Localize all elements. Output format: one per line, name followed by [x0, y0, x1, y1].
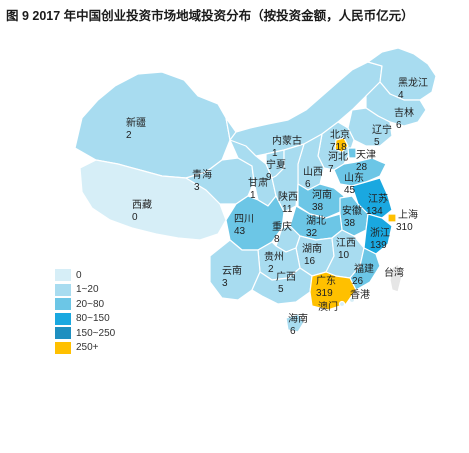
value-fujian: 26: [352, 276, 364, 287]
label-jilin: 吉林: [394, 106, 414, 119]
value-qinghai: 3: [194, 182, 200, 193]
value-yunnan: 3: [222, 278, 228, 289]
label-sichuan: 四川: [234, 214, 254, 225]
legend-item: 250+: [55, 341, 115, 355]
province-shandong[interactable]: [333, 157, 387, 187]
label-yunnan: 云南: [222, 264, 242, 277]
label-jiangsu: 江苏: [368, 192, 388, 205]
label-tianjin: 天津: [356, 149, 376, 161]
legend-label: 1~20: [76, 284, 99, 295]
value-beijing: 718: [330, 142, 347, 153]
value-shandong: 45: [344, 185, 356, 196]
label-guangdong: 广东: [316, 274, 336, 287]
label-shanxi: 山西: [303, 166, 323, 178]
province-fujian[interactable]: [349, 247, 381, 291]
value-zhejiang: 139: [370, 240, 387, 251]
label-chongqing: 重庆: [272, 220, 292, 233]
value-guangdong: 319: [316, 288, 333, 299]
label-ningxia: 宁夏: [266, 158, 286, 171]
value-henan: 38: [312, 202, 324, 213]
label-fujian: 福建: [354, 262, 374, 275]
legend-item: 80~150: [55, 312, 115, 326]
value-neimenggu: 1: [272, 148, 278, 159]
province-taiwan[interactable]: [389, 263, 403, 293]
value-shanghai: 310: [396, 222, 413, 233]
province-shanghai[interactable]: [387, 213, 397, 223]
value-jilin: 6: [396, 120, 402, 131]
legend-swatch: [55, 312, 71, 325]
province-beijing[interactable]: [334, 137, 349, 153]
value-gansu: 1: [250, 190, 256, 201]
label-hainan: 海南: [288, 312, 308, 325]
legend-swatch: [55, 269, 71, 281]
label-guizhou: 贵州: [264, 250, 284, 263]
value-hebei: 7: [328, 164, 334, 175]
label-hebei: 河北: [328, 151, 348, 163]
label-shaanxi: 陕西: [278, 190, 298, 203]
label-neimenggu: 内蒙古: [272, 134, 302, 147]
legend-swatch: [55, 283, 71, 296]
label-gansu: 甘肃: [248, 176, 268, 189]
value-liaoning: 5: [374, 137, 380, 148]
legend-label: 20~80: [76, 298, 105, 310]
legend-item: 1~20: [55, 283, 115, 297]
value-anhui: 38: [344, 218, 356, 229]
label-xinjiang: 新疆: [126, 116, 146, 129]
legend-swatch: [55, 327, 71, 339]
value-shaanxi: 11: [282, 204, 293, 215]
legend-label: 80~150: [76, 313, 110, 324]
value-chongqing: 8: [274, 234, 280, 245]
legend-label: 0: [76, 269, 82, 281]
value-shanxi: 6: [305, 179, 311, 190]
legend-item: 0: [55, 268, 115, 282]
province-guangdong[interactable]: [309, 271, 357, 311]
value-jiangxi: 10: [338, 250, 350, 261]
label-liaoning: 辽宁: [372, 123, 392, 136]
province-tianjin[interactable]: [347, 147, 357, 159]
legend-item: 150~250: [55, 326, 115, 340]
value-tianjin: 28: [356, 162, 368, 173]
label-beijing: 北京: [330, 128, 350, 141]
legend-swatch: [55, 341, 71, 354]
value-hainan: 6: [290, 326, 296, 337]
label-anhui: 安徽: [342, 204, 362, 217]
label-guangxi: 广西: [276, 271, 296, 283]
label-heilongjiang: 黑龙江: [398, 76, 428, 89]
value-xizang: 0: [132, 212, 138, 223]
label-qinghai: 青海: [192, 168, 212, 181]
value-guizhou: 2: [268, 264, 274, 275]
region-aomen[interactable]: [338, 300, 346, 308]
legend-item: 20~80: [55, 297, 115, 311]
map-title: 图 9 2017 年中国创业投资市场地域投资分布（按投资金额，人民币亿元）: [6, 9, 414, 23]
label-aomen: 澳门: [318, 300, 338, 313]
label-jiangxi: 江西: [336, 237, 356, 249]
legend-label: 150~250: [76, 327, 116, 339]
province-hainan[interactable]: [285, 313, 305, 333]
label-zhejiang: 浙江: [370, 227, 390, 239]
label-henan: 河南: [312, 188, 332, 201]
value-guangxi: 5: [278, 284, 284, 295]
legend-swatch: [55, 298, 71, 310]
value-xinjiang: 2: [126, 130, 132, 141]
value-ningxia: 9: [266, 172, 272, 183]
map-legend: 0 1~20 20~80 80~150 150~250 250+: [55, 268, 115, 355]
legend-label: 250+: [76, 342, 99, 353]
label-xizang: 西藏: [132, 199, 152, 211]
label-hubei: 湖北: [306, 215, 326, 227]
value-jiangsu: 134: [366, 206, 383, 217]
value-heilongjiang: 4: [398, 90, 404, 101]
label-taiwan: 台湾: [384, 266, 404, 279]
label-hunan: 湖南: [302, 242, 322, 255]
label-xianggang: 香港: [350, 289, 370, 301]
label-shandong: 山东: [344, 171, 364, 184]
value-sichuan: 43: [234, 226, 246, 237]
value-hunan: 16: [304, 256, 316, 267]
region-xianggang[interactable]: [348, 296, 356, 304]
value-hubei: 32: [306, 228, 318, 239]
province-xizang[interactable]: [79, 159, 227, 241]
label-shanghai: 上海: [398, 208, 418, 221]
province-jilin[interactable]: [365, 81, 427, 127]
